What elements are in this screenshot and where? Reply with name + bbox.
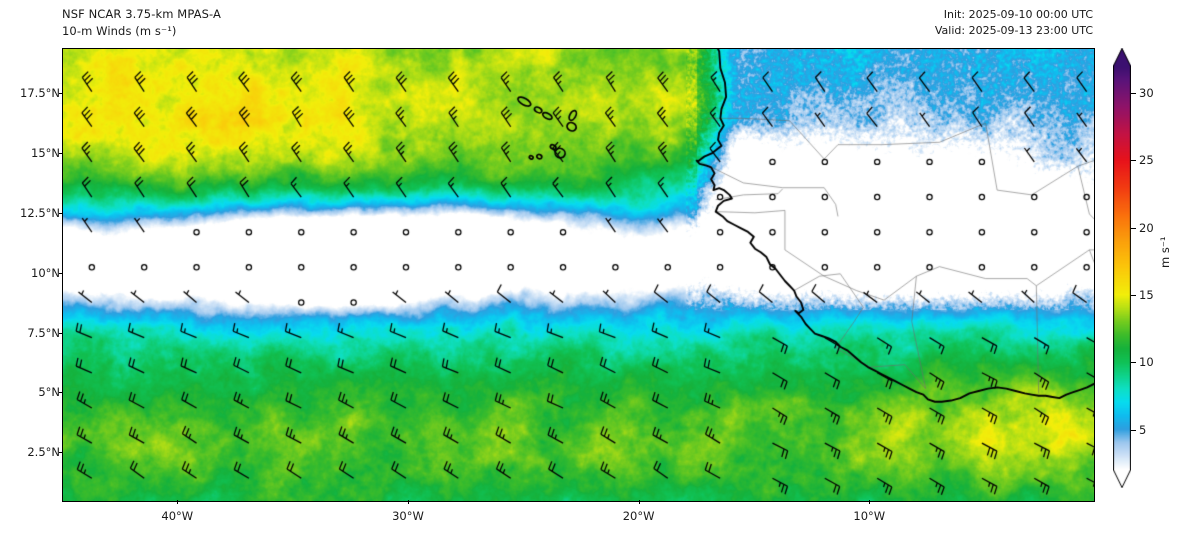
longitude-tick-label: 40°W — [161, 509, 194, 523]
colorbar-unit-label: m s⁻¹ — [1158, 236, 1172, 268]
colorbar-tick-label: 30 — [1139, 85, 1154, 100]
colorbar-over-extend-cap — [1113, 48, 1131, 66]
map-plot-area — [62, 48, 1095, 502]
longitude-tick-mark — [869, 500, 871, 504]
colorbar — [1113, 48, 1131, 488]
colorbar-tick-mark — [1131, 294, 1136, 296]
latitude-tick-mark — [58, 272, 62, 274]
latitude-tick-mark — [58, 213, 62, 215]
latitude-tick-label: 12.5°N — [20, 206, 60, 221]
colorbar-tick-label: 20 — [1139, 220, 1154, 235]
init-time-label: Init: 2025-09-10 00:00 UTC — [943, 8, 1093, 21]
colorbar-tick-mark — [1131, 92, 1136, 94]
latitude-tick-mark — [58, 392, 62, 394]
colorbar-tick-mark — [1131, 429, 1136, 431]
longitude-tick-label: 30°W — [392, 509, 424, 523]
colorbar-tick-mark — [1131, 160, 1136, 162]
longitude-tick-mark — [407, 500, 409, 504]
valid-time-label: Valid: 2025-09-13 23:00 UTC — [934, 24, 1093, 37]
longitude-tick-mark — [177, 500, 179, 504]
latitude-tick-mark — [58, 332, 62, 334]
latitude-tick-mark — [58, 93, 62, 95]
figure-title-variable: 10-m Winds (m s⁻¹) — [62, 24, 177, 38]
latitude-tick-mark — [58, 452, 62, 454]
longitude-tick-mark — [638, 500, 640, 504]
latitude-tick-label: 17.5°N — [20, 86, 60, 101]
latitude-tick-label: 7.5°N — [27, 325, 60, 340]
colorbar-tick-mark — [1131, 362, 1136, 364]
colorbar-tick-label: 25 — [1139, 153, 1154, 168]
colorbar-tick-label: 5 — [1139, 422, 1147, 437]
wind-speed-field — [63, 49, 1094, 501]
latitude-tick-label: 10°N — [31, 265, 60, 280]
figure-title-model: NSF NCAR 3.75-km MPAS-A — [62, 7, 221, 21]
latitude-tick-label: 5°N — [38, 385, 60, 400]
colorbar-gradient — [1113, 66, 1131, 470]
colorbar-under-extend-cap — [1113, 470, 1131, 488]
colorbar-tick-mark — [1131, 227, 1136, 229]
longitude-tick-label: 10°W — [853, 509, 886, 523]
colorbar-tick-label: 10 — [1139, 355, 1154, 370]
colorbar-tick-label: 15 — [1139, 287, 1154, 302]
latitude-tick-label: 15°N — [31, 146, 60, 161]
longitude-tick-label: 20°W — [622, 509, 655, 523]
latitude-tick-mark — [58, 153, 62, 155]
latitude-tick-label: 2.5°N — [27, 445, 60, 460]
